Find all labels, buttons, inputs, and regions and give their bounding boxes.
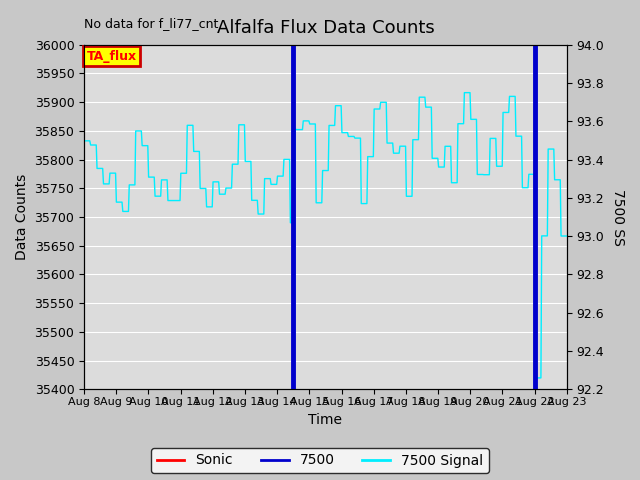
Y-axis label: Data Counts: Data Counts	[15, 174, 29, 260]
Legend: Sonic, 7500, 7500 Signal: Sonic, 7500, 7500 Signal	[151, 448, 489, 473]
Text: No data for f_li77_cnt: No data for f_li77_cnt	[84, 17, 218, 30]
Title: Alfalfa Flux Data Counts: Alfalfa Flux Data Counts	[216, 20, 435, 37]
Text: TA_flux: TA_flux	[86, 50, 137, 63]
Y-axis label: 7500 SS: 7500 SS	[611, 189, 625, 245]
X-axis label: Time: Time	[308, 413, 342, 427]
